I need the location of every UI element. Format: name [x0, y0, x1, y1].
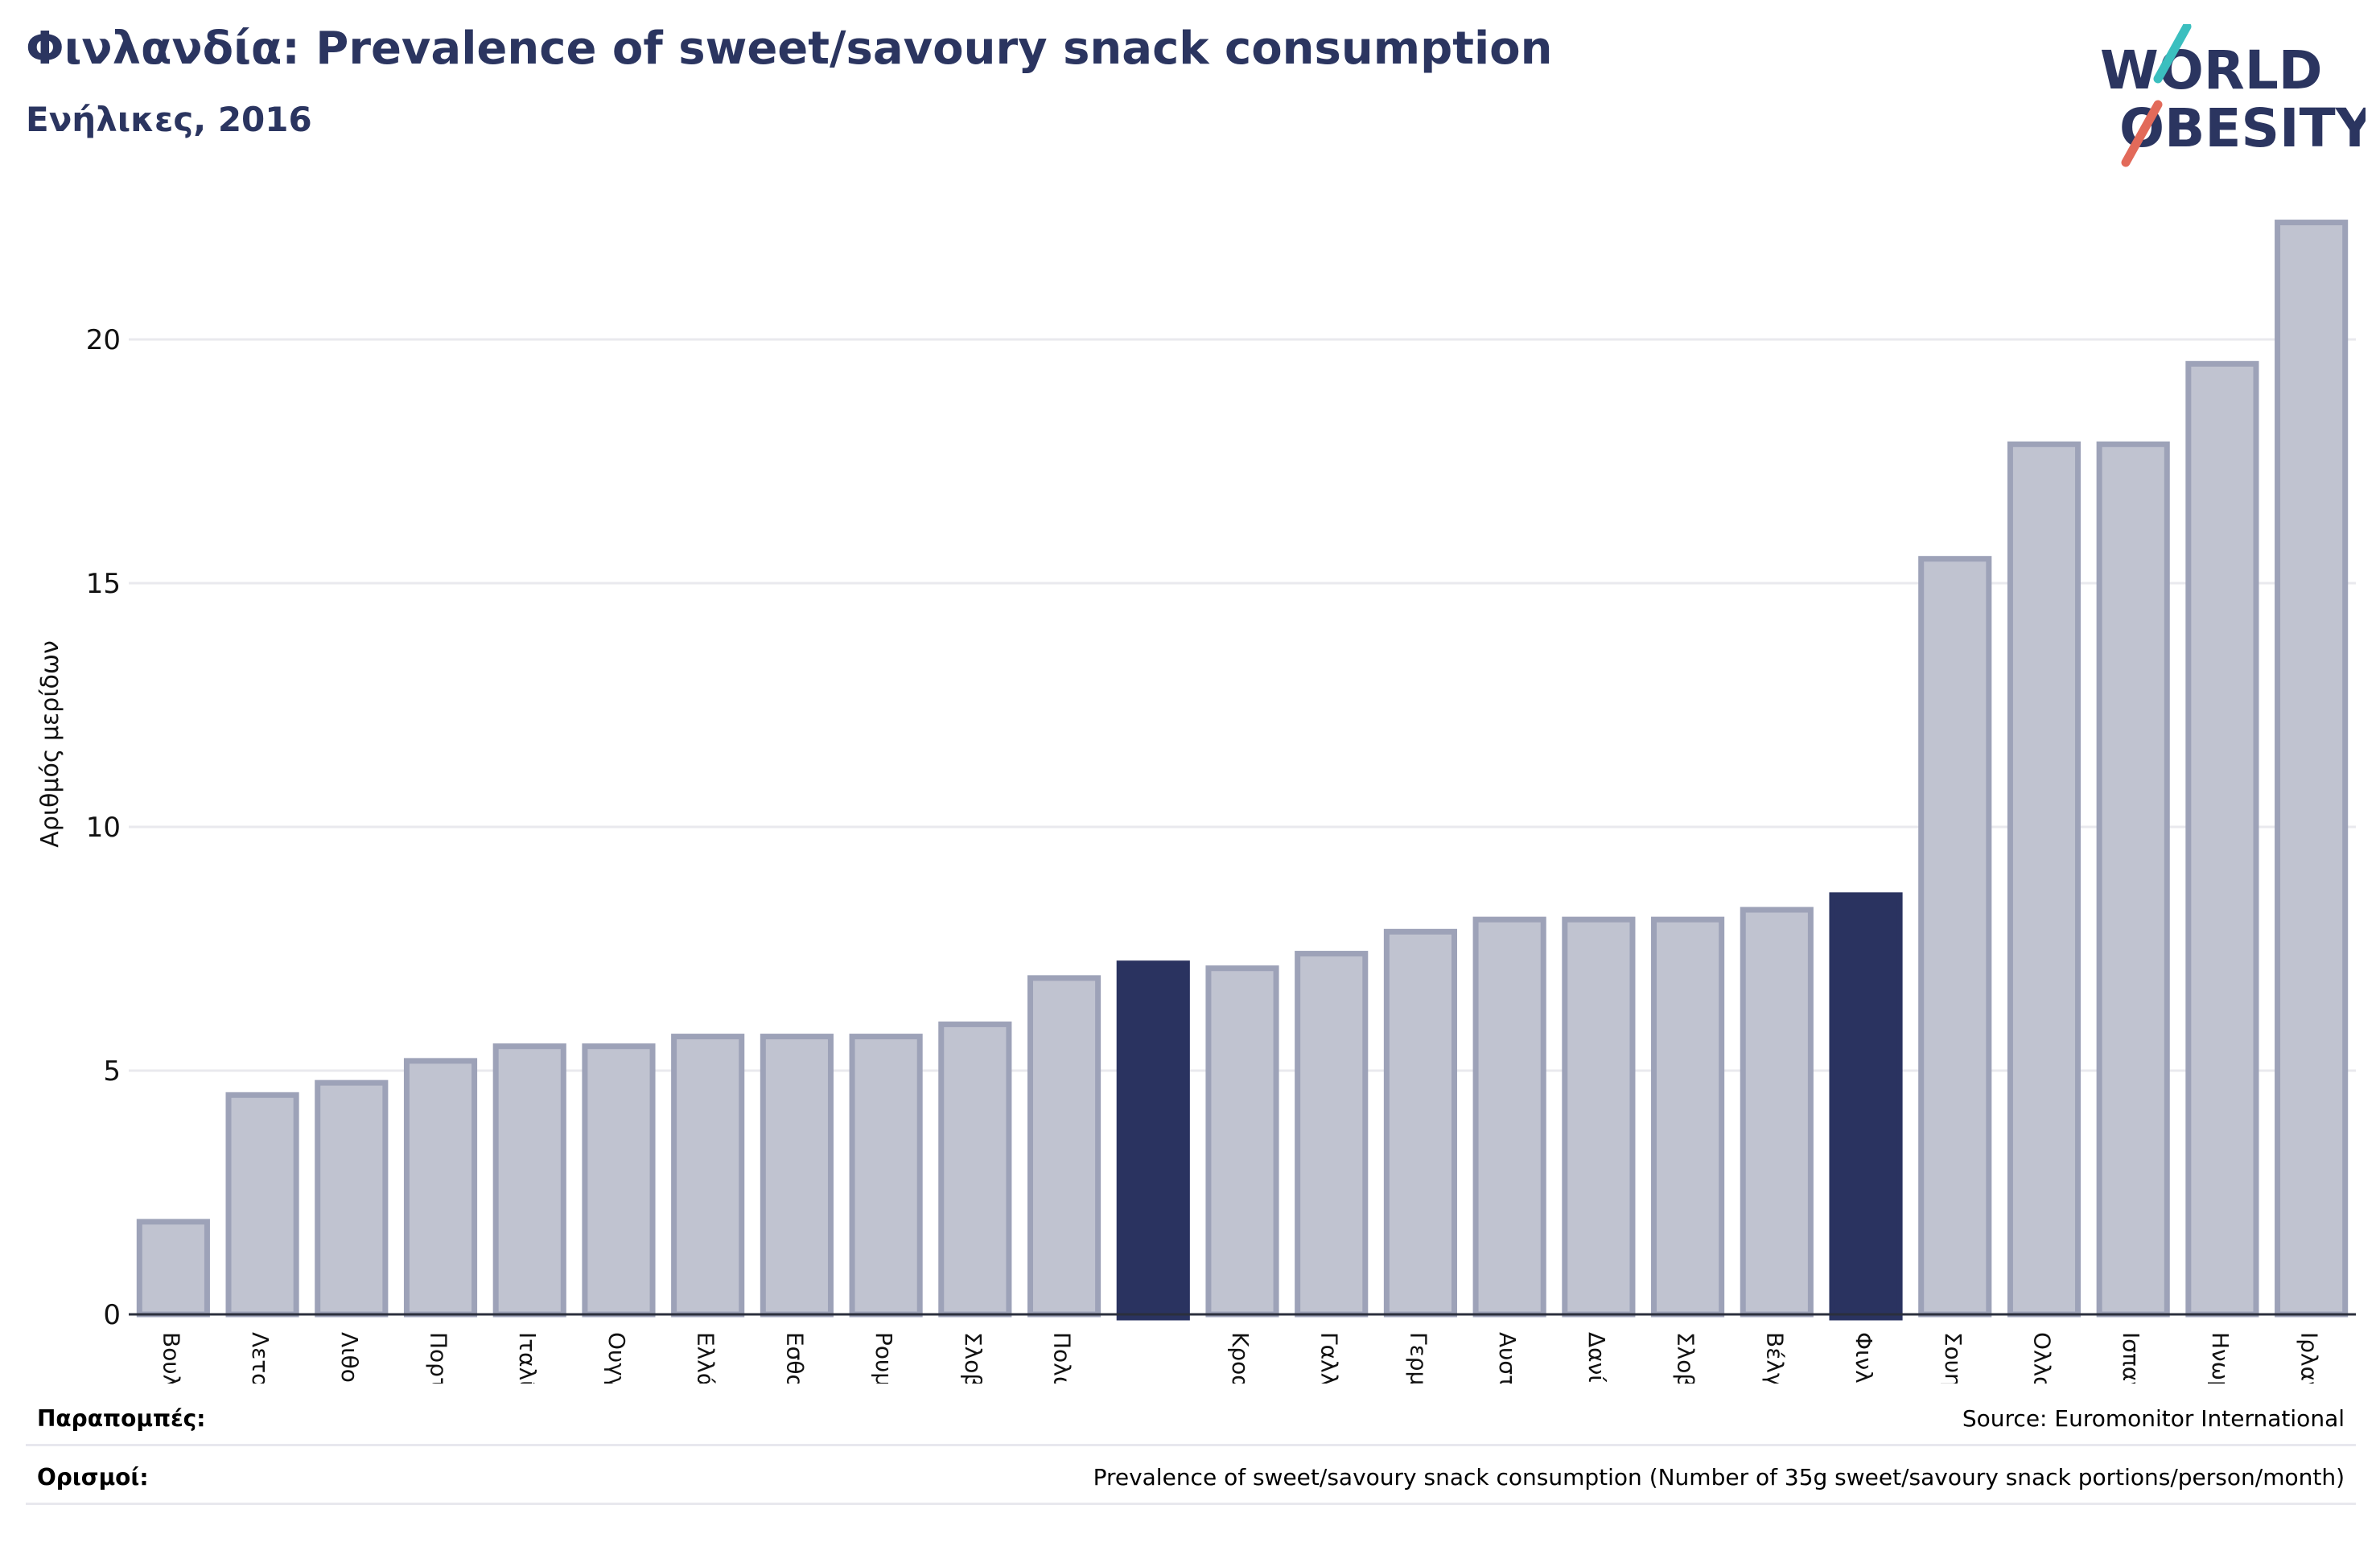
footer-references-row: Παραπομπές: Source: Euromonitor Internat… [26, 1388, 2356, 1446]
bar-Ρουμανία [849, 1034, 923, 1318]
bar-Ιταλία [492, 1043, 566, 1318]
y-tick-label: 10 [86, 812, 121, 844]
x-tick-label: Ουγγαρία [603, 1332, 630, 1384]
x-tick-label: Βουλγαρία [158, 1332, 184, 1384]
bar-Σλοβακία [1651, 916, 1725, 1318]
bar-Ολλανδία [2007, 441, 2081, 1318]
bar-Βέλγιο [1740, 907, 1814, 1318]
bar-Λιθουανία [315, 1079, 389, 1318]
bar-unlabeled [1116, 960, 1190, 1321]
x-tick-label: Ισπανία [2118, 1332, 2144, 1384]
x-tick-label: Γερμανία [1405, 1332, 1431, 1384]
bar-Πολωνία [1027, 975, 1101, 1318]
x-tick-label: Πορτογαλία [426, 1332, 452, 1384]
bar-Κροατία [1205, 965, 1279, 1318]
x-tick-label: Ιταλία [514, 1332, 541, 1384]
x-tick-label: Αυστρία [1494, 1332, 1521, 1384]
x-tick-label: Ιρλανδία [2296, 1332, 2323, 1384]
logo-slash-red [2121, 100, 2163, 167]
x-tick-label: Δανία [1583, 1332, 1610, 1384]
bar-Λετονία [225, 1092, 299, 1318]
x-tick-label: Κροατία [1227, 1332, 1254, 1384]
bar-chart: 0 5 10 15 20 Βουλγαρία Λετονία Λιθουανία Πορτογ… [36, 220, 2356, 1384]
bar-Ισπανία [2096, 441, 2170, 1318]
y-tick-label: 15 [86, 568, 121, 600]
bar-Ιρλανδία [2275, 220, 2349, 1318]
x-tick-label: Ηνωμένο Βασίλειο [2207, 1332, 2234, 1384]
bar-series [136, 220, 2349, 1321]
bar-Γαλλία [1295, 951, 1369, 1318]
bar-Πορτογαλία [403, 1058, 478, 1318]
x-tick-label: Λετονία [247, 1332, 274, 1384]
logo-text-world: WORLD [2100, 39, 2323, 101]
y-tick-label: 20 [86, 324, 121, 356]
y-axis-label: Αριθμός μερίδων [36, 640, 64, 847]
bar-Ελλάδα [671, 1034, 745, 1318]
x-tick-label: Εσθονία [781, 1332, 808, 1384]
bar-Εσθονία [760, 1034, 834, 1318]
x-tick-label: Σουηδία [1940, 1332, 1966, 1384]
footer-definitions-row: Ορισμοί: Prevalence of sweet/savoury sna… [26, 1446, 2356, 1505]
world-obesity-logo: WORLD OBESITY [2100, 24, 2366, 167]
bar-Σουηδία [1918, 556, 1992, 1318]
x-tick-label: Σλοβενία [960, 1332, 986, 1384]
x-tick-label: Λιθουανία [336, 1332, 363, 1384]
x-tick-label: Σλοβακία [1673, 1332, 1699, 1384]
bar-Δανία [1562, 916, 1636, 1318]
definitions-value: Prevalence of sweet/savoury snack consum… [1093, 1464, 2345, 1491]
x-tick-label: Ελλάδα [693, 1332, 719, 1384]
y-tick-label: 5 [103, 1055, 121, 1088]
bar-Γερμανία [1383, 928, 1458, 1318]
bar-Ουγγαρία [582, 1043, 656, 1318]
bar-Ηνωμένο Βασίλειο [2185, 360, 2259, 1318]
y-tick-label: 0 [103, 1299, 121, 1331]
definitions-label: Ορισμοί: [37, 1464, 149, 1491]
references-label: Παραπομπές: [37, 1405, 206, 1432]
bar-Βουλγαρία [136, 1219, 210, 1318]
bar-Σλοβενία [938, 1021, 1012, 1318]
x-tick-label: Ολλανδία [2028, 1332, 2055, 1384]
x-tick-label: Ρουμανία [871, 1332, 897, 1384]
references-value: Source: Euromonitor International [1962, 1405, 2345, 1432]
chart-subtitle: Ενήλικες, 2016 [26, 100, 312, 139]
y-axis-ticks: 0 5 10 15 20 [86, 324, 121, 1331]
chart-title: Φινλανδία: Prevalence of sweet/savoury s… [26, 23, 1553, 75]
x-axis-labels: Βουλγαρία Λετονία Λιθουανία Πορτογαλία Ιταλί… [158, 1332, 2322, 1384]
x-tick-label: Γαλλία [1316, 1332, 1343, 1384]
x-tick-label: Φινλανδία [1851, 1332, 1877, 1384]
bar-Φινλανδία [1829, 892, 1903, 1321]
x-tick-label: Βέλγιο [1761, 1332, 1788, 1384]
x-tick-label: Πολωνία [1049, 1332, 1076, 1384]
logo-slash-teal [2153, 24, 2192, 84]
bar-Αυστρία [1472, 916, 1546, 1318]
